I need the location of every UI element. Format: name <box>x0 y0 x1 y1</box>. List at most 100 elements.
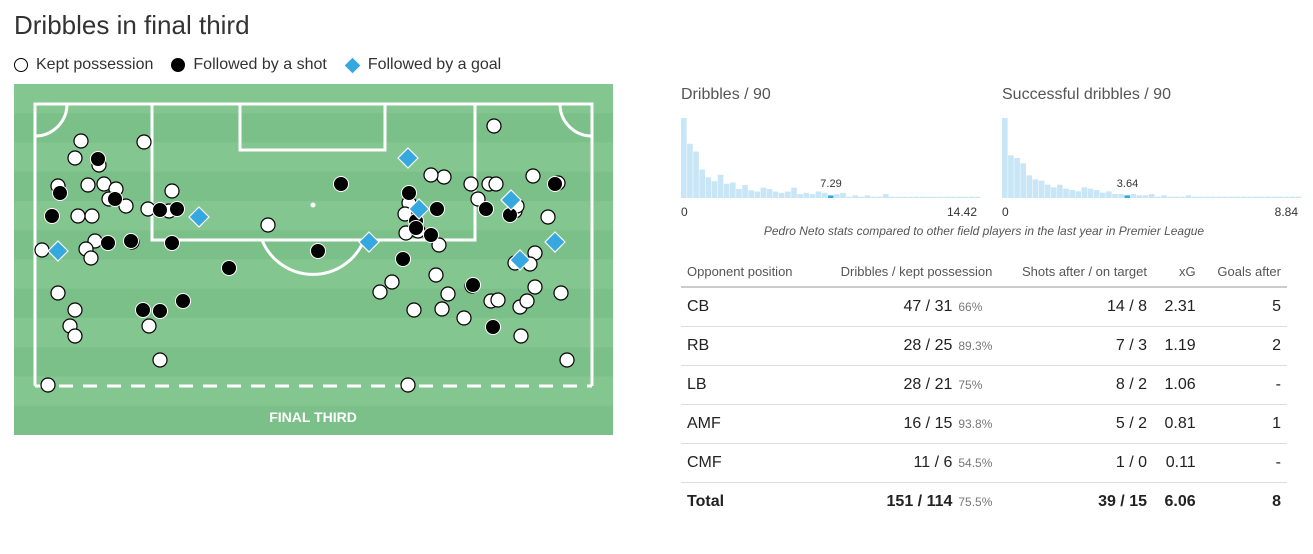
kept-percentage: 75% <box>958 378 983 392</box>
histogram-bar <box>1167 196 1173 198</box>
kept-possession-point <box>434 301 450 317</box>
histogram-x-max: 8.84 <box>1275 205 1299 219</box>
goals-cell: 8 <box>1202 483 1287 522</box>
kept-percentage: 66% <box>958 300 983 314</box>
pitch-stripe <box>14 318 613 348</box>
table-total-row: Total 151 / 114 75.5% 39 / 15 6.06 8 <box>681 483 1287 522</box>
shot-point <box>408 220 424 236</box>
histogram-bar <box>1185 195 1192 198</box>
histogram-bar <box>1087 188 1094 198</box>
goal-point <box>408 198 430 220</box>
kept-possession-point <box>67 150 83 166</box>
histogram-bar <box>797 194 803 198</box>
kept-percentage: 89.3% <box>958 339 993 353</box>
goals-cell-value: 8 <box>1272 493 1281 510</box>
shot-point <box>395 251 411 267</box>
pitch-stripe <box>14 84 613 114</box>
pitch-label: FINAL THIRD <box>269 409 357 425</box>
histogram-bar <box>846 196 852 198</box>
dribbles-cell-value: 28 / 25 <box>903 337 953 354</box>
kept-possession-point <box>488 176 504 192</box>
position-cell-value: CB <box>687 298 710 315</box>
histogram-bar <box>852 195 859 198</box>
goals-cell-value: 2 <box>1272 337 1281 354</box>
histogram-bar <box>889 196 895 198</box>
legend: Kept possession Followed by a shot Follo… <box>14 54 519 76</box>
histogram-bar <box>858 196 865 198</box>
pitch-chart: FINAL THIRD <box>14 84 613 435</box>
histogram-bar <box>821 192 828 198</box>
pitch-stripe <box>14 376 613 407</box>
shots-cell-value: 5 / 2 <box>1115 415 1147 432</box>
shots-cell: 5 / 2 <box>998 404 1153 444</box>
histogram-bar <box>1277 196 1284 198</box>
dribbles-cell: 16 / 15 93.8% <box>813 404 999 444</box>
table-row: CMF 11 / 6 54.5% 1 / 0 0.11 - <box>681 443 1287 483</box>
histogram-bar <box>1069 190 1075 198</box>
open-circle-icon <box>14 58 28 72</box>
xg-cell: 0.11 <box>1153 443 1202 483</box>
histogram-bar <box>815 191 822 198</box>
histogram-bar <box>1197 196 1204 198</box>
kept-possession-point <box>540 209 556 225</box>
xg-cell-value: 6.06 <box>1164 493 1196 510</box>
histogram-bar <box>1265 196 1271 198</box>
kept-percentage: 54.5% <box>958 456 993 470</box>
kept-possession-point <box>525 168 541 184</box>
histogram-bar <box>1093 190 1100 198</box>
kept-possession-point <box>67 302 83 318</box>
histogram-bar <box>938 196 944 198</box>
kept-possession-point <box>456 310 472 326</box>
histogram-x-min: 0 <box>1002 205 1009 219</box>
goal-point <box>188 206 210 228</box>
kept-possession-point <box>559 352 575 368</box>
histogram-highlight-label: 3.64 <box>1117 178 1138 190</box>
histogram-bar <box>723 183 730 198</box>
goal-point <box>47 240 69 262</box>
dribbles-cell: 28 / 25 89.3% <box>813 326 999 366</box>
histogram-successful-dribbles: 3.64 0 8.84 <box>1002 118 1302 219</box>
xg-cell: 2.31 <box>1153 287 1202 327</box>
shot-point <box>401 185 417 201</box>
histogram-bar <box>766 188 773 198</box>
shot-point <box>333 176 349 192</box>
histogram-bar <box>1253 196 1259 198</box>
shot-point <box>90 151 106 167</box>
shot-point <box>123 233 139 249</box>
table-header-row: Opponent position Dribbles / kept posses… <box>681 256 1287 288</box>
pitch-stripe <box>14 142 613 173</box>
histogram-bar <box>699 169 705 198</box>
histogram-bar <box>803 192 810 198</box>
goal-point <box>500 189 522 211</box>
kept-possession-point <box>73 133 89 149</box>
legend-item-followed-by-shot: Followed by a shot <box>171 56 327 74</box>
histogram-bar <box>1161 195 1167 198</box>
kept-possession-point <box>553 285 569 301</box>
kept-possession-point <box>440 286 456 302</box>
xg-cell: 0.81 <box>1153 404 1202 444</box>
histogram-bar <box>925 196 932 198</box>
shot-point <box>169 201 185 217</box>
goals-cell: 2 <box>1201 326 1287 366</box>
kept-possession-point <box>463 176 479 192</box>
dribbles-cell-value: 16 / 15 <box>903 415 953 432</box>
kept-possession-point <box>50 285 66 301</box>
kept-percentage: 75.5% <box>958 495 993 509</box>
histogram-bar <box>1173 196 1180 198</box>
column-header: xG <box>1153 256 1202 288</box>
histogram-bar <box>711 181 718 198</box>
xg-cell: 1.19 <box>1153 326 1202 366</box>
histogram-bar <box>785 191 791 198</box>
histogram-bar <box>864 195 871 198</box>
kept-possession-point <box>527 279 543 295</box>
histogram-bar <box>1155 196 1161 198</box>
goal-area <box>238 102 387 152</box>
chart-title: Dribbles in final third <box>14 10 250 40</box>
histogram-bar <box>1246 196 1253 198</box>
dribbles-cell: 28 / 21 75% <box>813 365 999 405</box>
penalty-arc <box>260 239 366 276</box>
kept-possession-point <box>70 208 86 224</box>
position-cell-value: LB <box>687 376 707 393</box>
goal-point <box>397 147 419 169</box>
legend-item-followed-by-goal: Followed by a goal <box>344 56 501 74</box>
